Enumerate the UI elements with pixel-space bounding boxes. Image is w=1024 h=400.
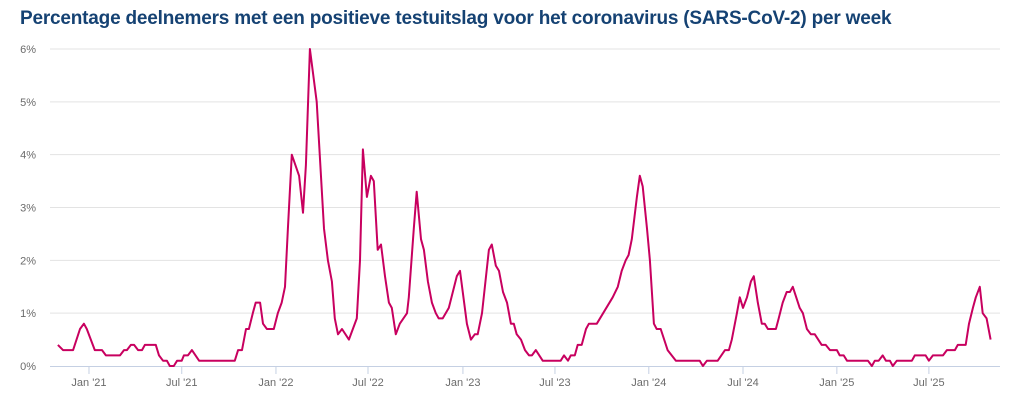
y-tick-label: 2% [20,255,36,267]
x-tick-label: Jan '21 [71,377,106,389]
gridlines [50,48,1000,314]
series-line [57,48,992,367]
x-tick-label: Jan '22 [258,377,293,389]
x-tick-label: Jul '23 [539,377,570,389]
y-tick-label: 1% [20,308,36,320]
y-tick-label: 5% [20,97,36,109]
x-tick-label: Jul '24 [727,377,758,389]
x-tick-label: Jan '24 [631,377,666,389]
x-tick-label: Jan '25 [819,377,854,389]
x-tick-label: Jul '21 [166,377,197,389]
y-axis: 0% 1% 2% 3% 4% 5% 6% [20,44,36,373]
y-tick-label: 0% [20,361,36,373]
x-axis: Jan '21 Jul '21 Jan '22 Jul '22 Jan '23 Jul '… [50,366,1000,389]
x-tick-label: Jul '25 [913,377,944,389]
x-tick-label: Jan '23 [445,377,480,389]
y-tick-label: 6% [20,44,36,56]
y-tick-label: 3% [20,203,36,215]
series [57,48,992,367]
chart-title: Percentage deelnemers met een positieve … [20,8,892,29]
y-tick-label: 4% [20,150,36,162]
x-tick-label: Jul '22 [352,377,383,389]
